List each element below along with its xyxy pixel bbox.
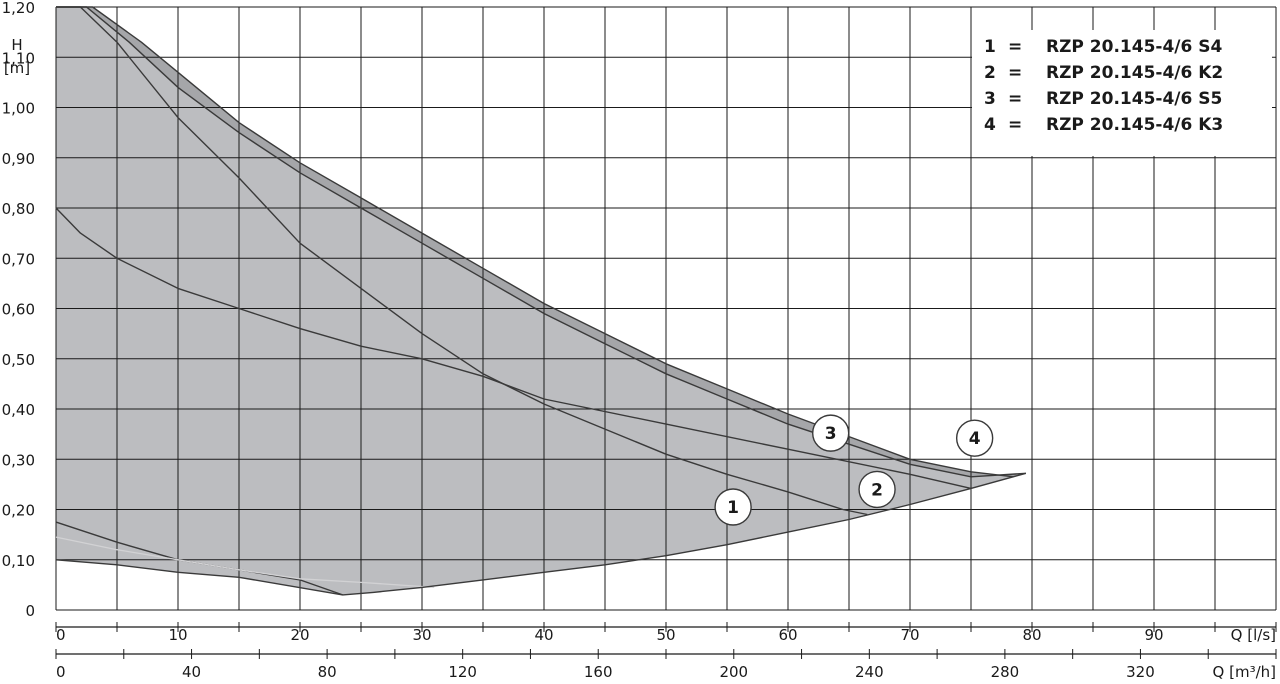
legend-item: 1 = RZP 20.145-4/6 S4 bbox=[984, 34, 1222, 60]
legend-item: 3 = RZP 20.145-4/6 S5 bbox=[984, 86, 1222, 112]
legend-label: RZP 20.145-4/6 S5 bbox=[1046, 89, 1223, 109]
curve-label-text: 2 bbox=[871, 480, 883, 500]
x-tick-label-secondary: 0 bbox=[56, 663, 66, 681]
y-axis-label: H bbox=[11, 36, 22, 54]
x-tick-label-primary: 90 bbox=[1144, 626, 1163, 644]
curve-label-1: 1 bbox=[714, 488, 752, 526]
y-tick-label: 1,00 bbox=[2, 100, 35, 118]
x-tick-label-primary: 40 bbox=[534, 626, 553, 644]
x-tick-label-secondary: 80 bbox=[318, 663, 337, 681]
envelope-lower-edge bbox=[55, 472, 1027, 596]
x-tick-label-primary: 60 bbox=[778, 626, 797, 644]
y-tick-label: 0,60 bbox=[2, 301, 35, 319]
legend-number: 2 bbox=[984, 63, 996, 83]
curve-label-4: 4 bbox=[955, 419, 994, 457]
curve-label-2: 2 bbox=[858, 470, 896, 509]
x-axis-label-primary: Q [l/s] bbox=[1231, 626, 1276, 644]
x-tick-label-primary: 0 bbox=[56, 626, 66, 644]
y-tick-label: 0,40 bbox=[2, 401, 35, 419]
y-tick-label: 0,20 bbox=[2, 502, 35, 520]
y-tick-label: 0,30 bbox=[2, 451, 35, 469]
x-tick-label-secondary: 200 bbox=[719, 663, 748, 681]
curve-label-circle bbox=[955, 419, 994, 457]
legend-label: RZP 20.145-4/6 S4 bbox=[1046, 37, 1223, 57]
legend-equals: = bbox=[1008, 37, 1023, 57]
x-tick-label-secondary: 280 bbox=[991, 663, 1020, 681]
curve-label-circle bbox=[858, 470, 896, 509]
envelope-upper-band bbox=[56, 7, 1026, 477]
legend-item: 2 = RZP 20.145-4/6 K2 bbox=[984, 60, 1223, 86]
x-tick-label-primary: 50 bbox=[656, 626, 675, 644]
x-tick-label-primary: 70 bbox=[900, 626, 919, 644]
grid-layer bbox=[55, 6, 1277, 611]
x-tick-label-primary: 10 bbox=[168, 626, 187, 644]
x-tick-label-secondary: 320 bbox=[1126, 663, 1155, 681]
legend-label: RZP 20.145-4/6 K3 bbox=[1046, 115, 1224, 135]
x-tick-label-primary: 30 bbox=[412, 626, 431, 644]
curve-label-text: 3 bbox=[825, 424, 837, 444]
legend-number: 1 bbox=[984, 37, 996, 57]
x-axis-label-secondary: Q [m³/h] bbox=[1213, 663, 1276, 681]
curves-layer bbox=[55, 6, 1027, 596]
y-tick-label: 0,70 bbox=[2, 250, 35, 268]
x-tick-label-primary: 20 bbox=[290, 626, 309, 644]
legend-equals: = bbox=[1008, 63, 1023, 83]
labels-layer: 1 2 3 4 bbox=[714, 414, 994, 526]
curve-label-text: 1 bbox=[727, 498, 739, 518]
legend-item: 4 = RZP 20.145-4/6 K3 bbox=[984, 112, 1223, 138]
curve-4 bbox=[55, 207, 972, 490]
x-tick-label-secondary: 120 bbox=[448, 663, 477, 681]
x-tick-label-secondary: 160 bbox=[584, 663, 613, 681]
curve-label-3: 3 bbox=[812, 414, 850, 452]
y-tick-label: 0,50 bbox=[2, 351, 35, 369]
legend-equals: = bbox=[1008, 115, 1023, 135]
y-tick-label: 0 bbox=[25, 602, 35, 620]
y-axis-unit: [m] bbox=[4, 59, 30, 77]
legend-number: 3 bbox=[984, 89, 996, 109]
curve-label-text: 4 bbox=[969, 429, 981, 449]
y-tick-label: 0,90 bbox=[2, 150, 35, 168]
y-tick-label: 0,80 bbox=[2, 200, 35, 218]
curve-label-circle bbox=[714, 488, 752, 526]
curve-label-circle bbox=[812, 414, 850, 452]
curve-faint bbox=[55, 536, 435, 589]
y-tick-label: 0,10 bbox=[2, 552, 35, 570]
x-tick-label-primary: 80 bbox=[1022, 626, 1041, 644]
y-tick-label: 1,20 bbox=[2, 0, 35, 17]
envelope-upper-edge bbox=[56, 6, 1026, 478]
legend-label: RZP 20.145-4/6 K2 bbox=[1046, 63, 1224, 83]
x-tick-label-secondary: 240 bbox=[855, 663, 884, 681]
legend-equals: = bbox=[1008, 89, 1023, 109]
y-tick-label: 1,10 bbox=[2, 49, 35, 67]
curve-1 bbox=[56, 6, 868, 516]
x-tick-label-secondary: 40 bbox=[182, 663, 201, 681]
curve-2 bbox=[56, 6, 1014, 478]
legend-number: 4 bbox=[984, 115, 996, 135]
legend-box: 1 = RZP 20.145-4/6 S4 2 = RZP 20.145-4/6 K2 … bbox=[972, 30, 1272, 156]
